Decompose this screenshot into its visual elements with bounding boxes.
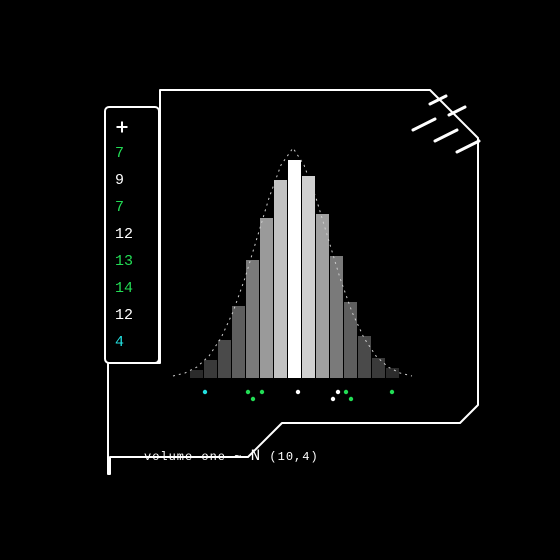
histogram-bar [260, 218, 273, 378]
histogram-bar [246, 260, 259, 378]
footer-caption: volume one ~ N (10,4) [144, 447, 319, 465]
histogram-bar [232, 306, 245, 378]
sample-dot [246, 390, 250, 394]
histogram-bar [190, 370, 203, 378]
sample-dot [344, 390, 348, 394]
histogram-bar [288, 160, 301, 378]
sample-dot [331, 397, 335, 401]
histogram-bar [204, 360, 217, 378]
histogram-bar [344, 302, 357, 378]
histogram-bar [386, 368, 399, 378]
sidebar-value: 7 [115, 145, 124, 162]
chart-infographic: 7 9 7 12 13 14 12 4 volume one ~ N (10,4) [0, 0, 560, 560]
sidebar-value: 7 [115, 199, 124, 216]
histogram-bar [316, 214, 329, 378]
sidebar-value: 13 [115, 253, 133, 270]
histogram-bar [330, 256, 343, 378]
sidebar-value: 12 [115, 226, 133, 243]
histogram-bar [358, 336, 371, 378]
histogram-bar [274, 180, 287, 378]
histogram-bar [218, 340, 231, 378]
sidebar-value: 14 [115, 280, 133, 297]
histogram-bar [302, 176, 315, 378]
sample-dot [203, 390, 207, 394]
sample-dot [251, 397, 255, 401]
sidebar-value: 12 [115, 307, 133, 324]
histogram-bar [372, 358, 385, 378]
sidebar-value: 9 [115, 172, 124, 189]
sample-dot [336, 390, 340, 394]
sample-dot [296, 390, 300, 394]
sidebar-value: 4 [115, 334, 124, 351]
sample-dot [349, 397, 353, 401]
sample-dot [260, 390, 264, 394]
sample-dot [390, 390, 394, 394]
